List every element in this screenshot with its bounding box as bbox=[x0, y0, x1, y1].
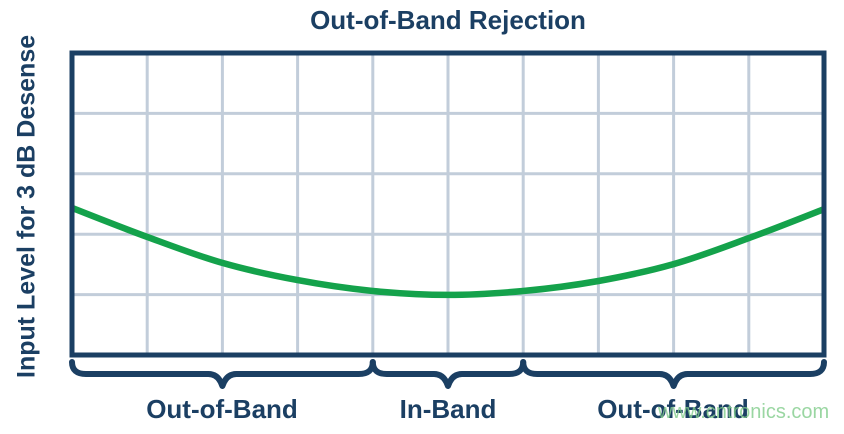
band-brace bbox=[520, 359, 827, 389]
band-brace bbox=[69, 359, 376, 389]
band-brace bbox=[369, 359, 527, 389]
plot-border bbox=[69, 50, 827, 358]
band-label-in-band: In-Band bbox=[399, 394, 497, 424]
band-label-out-of-band-left: Out-of-Band bbox=[146, 394, 298, 424]
rejection-curve bbox=[70, 204, 826, 299]
watermark: www.cntronics.com bbox=[658, 401, 830, 423]
chart-title: Out-of-Band Rejection bbox=[310, 5, 586, 35]
band-label-out-of-band-right: Out-of-Band bbox=[597, 394, 749, 424]
